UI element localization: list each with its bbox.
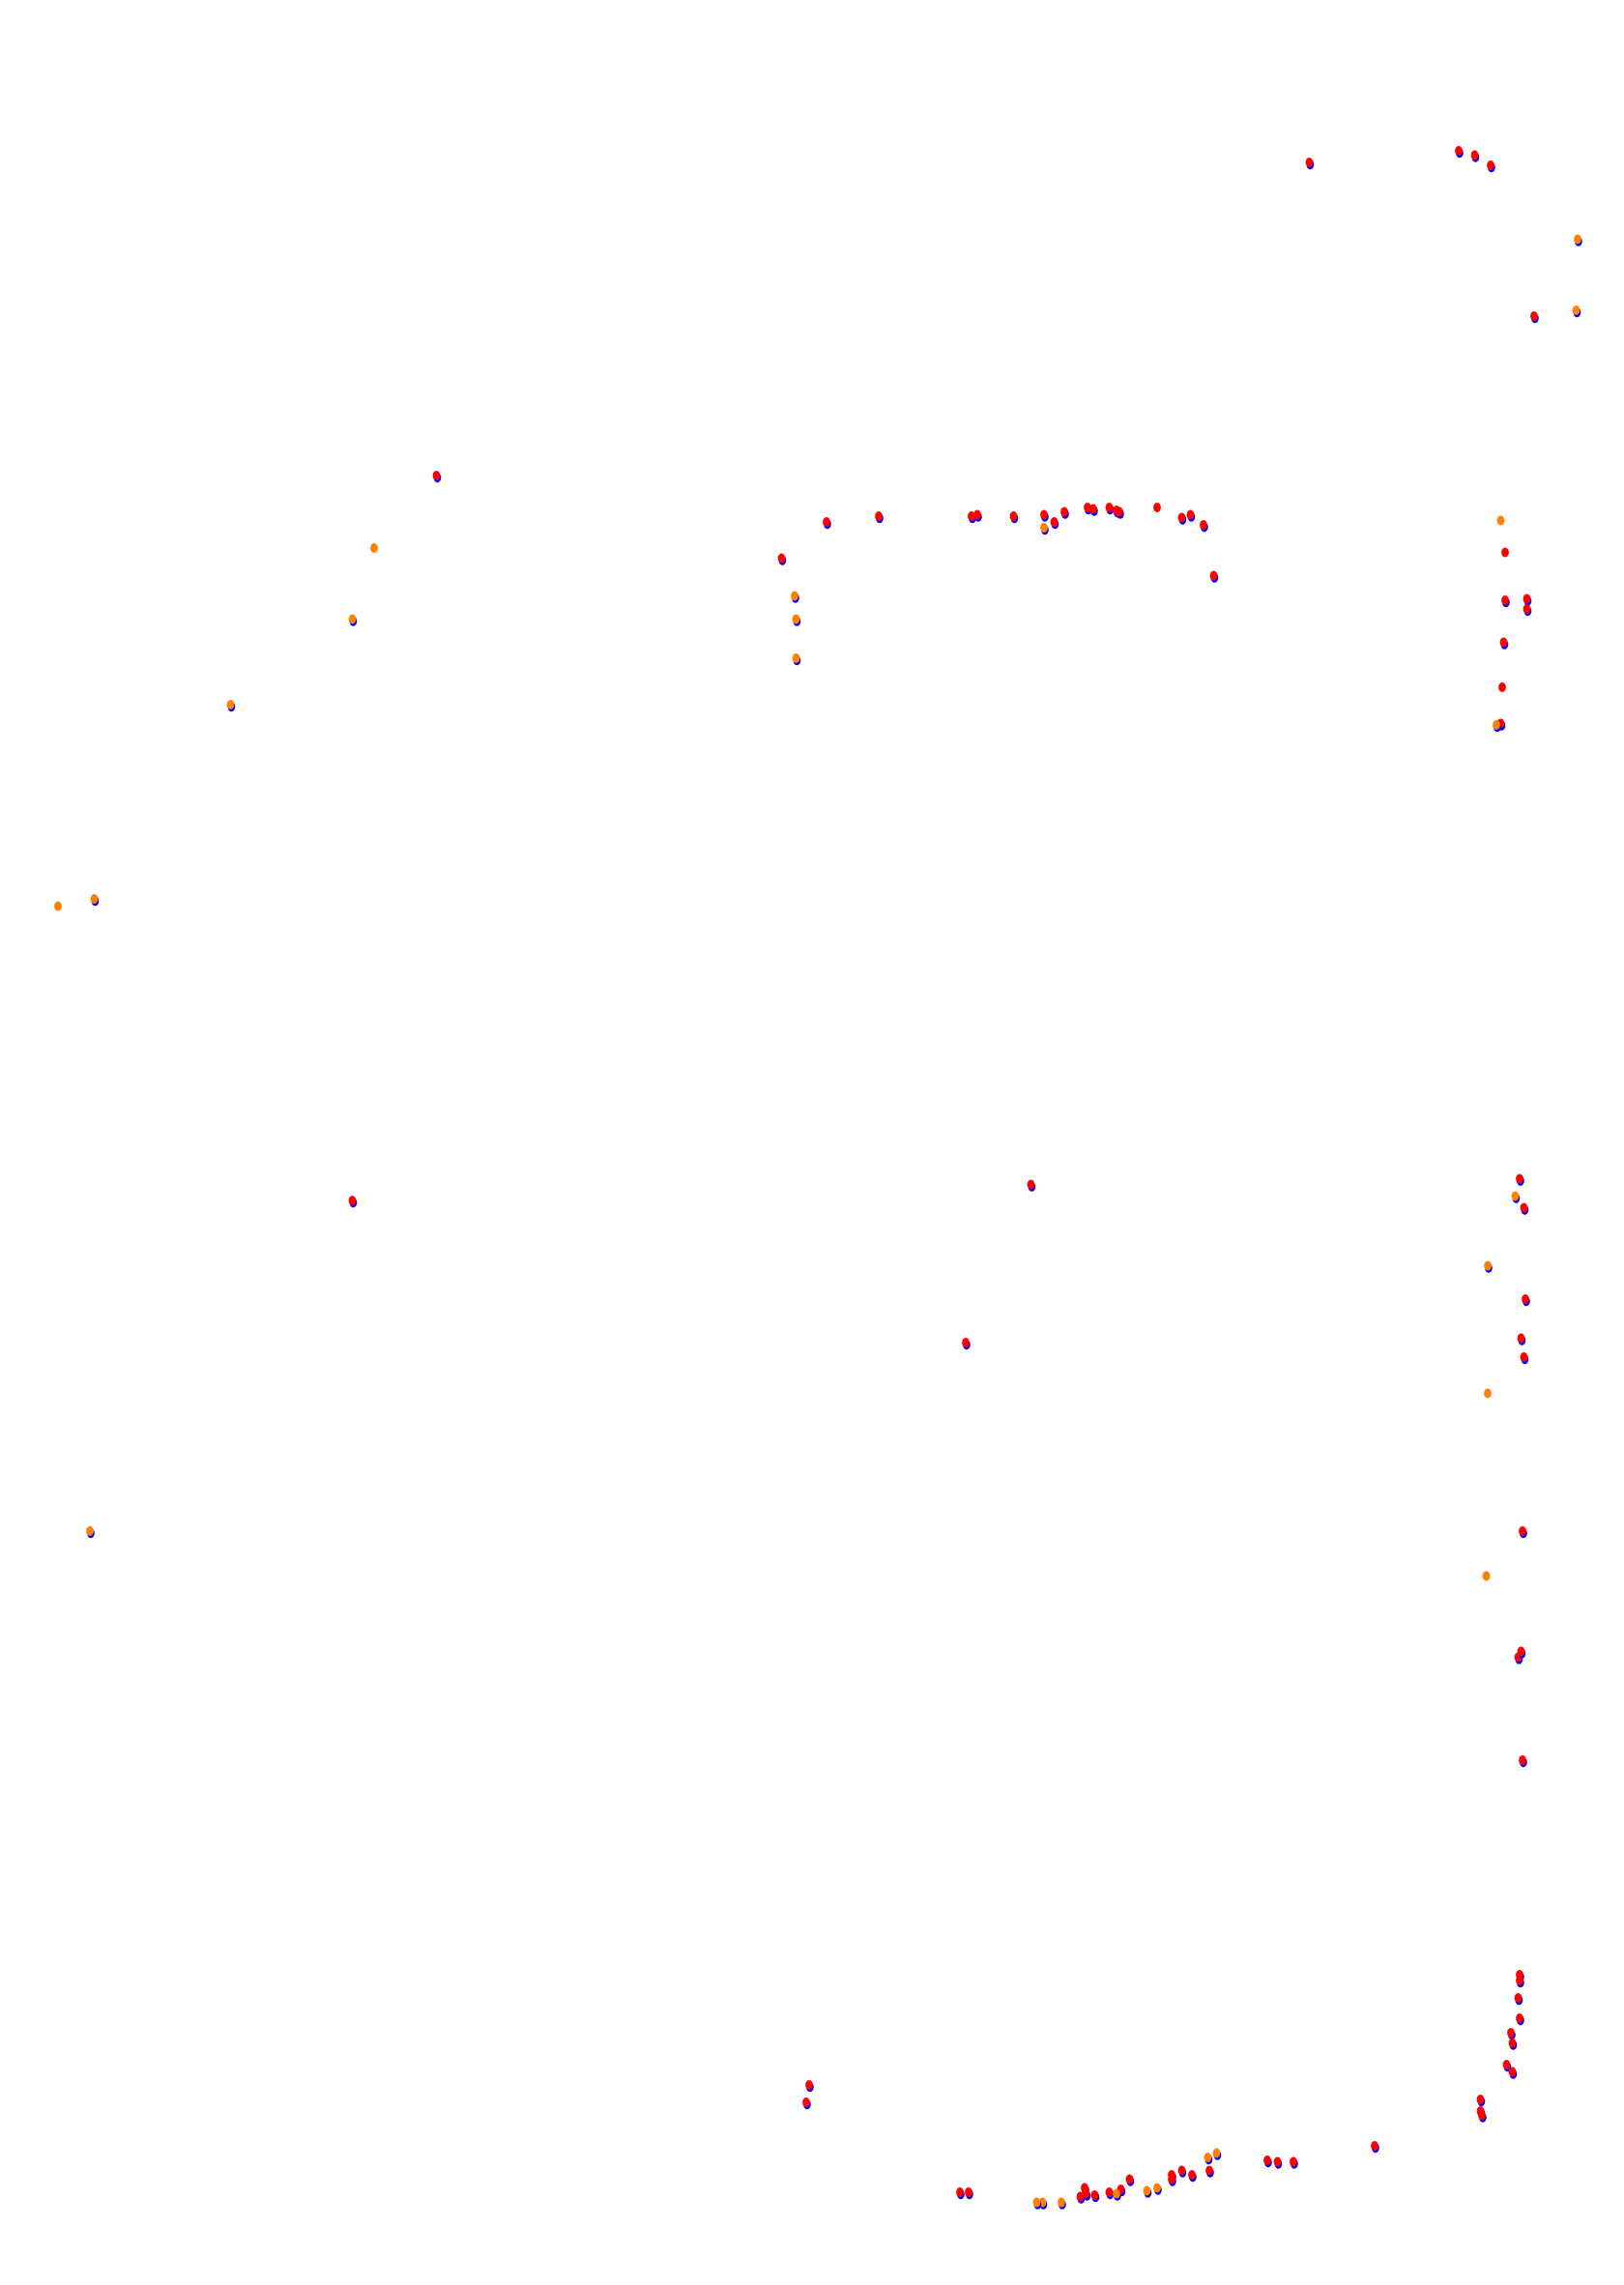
data-point-red — [1520, 1202, 1528, 1213]
data-point-red — [1105, 503, 1114, 512]
data-point-red — [1516, 2013, 1523, 2023]
data-point-red — [777, 553, 786, 564]
data-point-red — [1522, 604, 1531, 614]
series-orange — [54, 234, 1582, 2210]
data-point-red — [1519, 1526, 1526, 1536]
data-point-orange — [1204, 2153, 1212, 2162]
data-point-red — [1508, 2067, 1517, 2077]
data-point-orange — [1040, 523, 1048, 533]
data-point-orange — [54, 901, 62, 911]
data-point-red — [1273, 2156, 1282, 2167]
data-point-red — [1502, 2060, 1511, 2069]
data-point-red — [1476, 2095, 1485, 2104]
data-point-red — [1290, 2156, 1297, 2167]
data-point-red — [1084, 503, 1091, 512]
data-point-orange — [1493, 720, 1500, 730]
data-point-red — [1125, 2174, 1134, 2184]
data-point-red — [1371, 2141, 1378, 2151]
data-point-orange — [1058, 2197, 1065, 2208]
data-point-red — [1105, 2187, 1114, 2197]
data-point-red — [1508, 2038, 1517, 2048]
data-point-orange — [1032, 2197, 1041, 2208]
data-point-orange — [348, 614, 357, 624]
data-point-red — [1514, 1993, 1522, 2003]
data-point-red — [956, 2187, 964, 2197]
data-point-red — [1516, 1976, 1523, 1985]
data-point-orange — [1484, 1388, 1492, 1399]
data-point-red — [965, 2187, 972, 2197]
series-red — [348, 146, 1539, 2204]
data-point-red — [1516, 1173, 1523, 1184]
data-point-red — [1177, 512, 1186, 523]
data-point-red — [802, 2097, 810, 2107]
data-point-red — [805, 2080, 813, 2090]
data-point-red — [1205, 2165, 1213, 2176]
data-point-orange — [1511, 1191, 1520, 1201]
data-point-red — [1478, 2110, 1486, 2121]
data-point-orange — [1212, 2148, 1221, 2158]
data-point-orange — [226, 700, 235, 709]
data-point-red — [1517, 1333, 1525, 1344]
data-point-red — [1089, 504, 1097, 514]
data-point-orange — [1143, 2185, 1151, 2196]
data-point-red — [1305, 158, 1314, 167]
data-point-red — [823, 517, 830, 527]
data-point-red — [1060, 506, 1068, 517]
data-point-red — [1090, 2190, 1099, 2200]
data-point-red — [1116, 506, 1123, 517]
data-point-red — [1168, 2174, 1175, 2184]
data-point-red — [1522, 1294, 1529, 1304]
data-point-orange — [90, 894, 99, 904]
data-point-red — [1520, 1352, 1528, 1362]
data-point-red — [1499, 637, 1508, 648]
data-point-red — [1263, 2155, 1271, 2165]
data-point-red — [1177, 2165, 1186, 2176]
data-point-red — [1487, 160, 1494, 170]
data-point-orange — [791, 591, 798, 601]
data-point-red — [1009, 511, 1018, 521]
data-point-red — [1501, 595, 1509, 605]
data-point-red — [1209, 570, 1218, 581]
data-point-orange — [1153, 2183, 1161, 2193]
data-point-red — [1153, 503, 1161, 512]
data-point-orange — [86, 1526, 94, 1536]
data-point-red — [1522, 593, 1531, 604]
data-point-orange — [1574, 234, 1581, 245]
data-point-red — [1186, 509, 1195, 520]
data-point-red — [432, 471, 441, 480]
data-point-red — [1200, 520, 1207, 530]
data-point-orange — [1482, 1571, 1491, 1581]
data-point-red — [1530, 311, 1538, 321]
data-point-red — [1501, 547, 1509, 558]
data-point-red — [1517, 1646, 1525, 1657]
data-point-red — [1027, 1179, 1035, 1190]
data-point-red — [1519, 1755, 1526, 1765]
data-point-red — [1040, 509, 1048, 520]
data-point-red — [1050, 517, 1058, 527]
data-point-orange — [792, 614, 800, 624]
data-point-orange — [1572, 305, 1580, 315]
data-point-red — [348, 1196, 357, 1205]
data-point-orange — [1113, 2188, 1120, 2199]
data-point-red — [962, 1338, 970, 1347]
data-point-orange — [792, 653, 800, 663]
data-point-red — [973, 509, 981, 520]
data-point-orange — [1484, 1260, 1492, 1271]
data-point-red — [1470, 150, 1479, 160]
data-point-orange — [370, 543, 378, 553]
data-point-red — [1188, 2170, 1196, 2180]
data-point-red — [1498, 682, 1506, 692]
data-point-red — [1076, 2191, 1085, 2202]
data-point-red — [1507, 2028, 1515, 2038]
data-point-orange — [1496, 515, 1505, 526]
data-point-red — [875, 511, 883, 521]
data-point-red — [1455, 146, 1463, 156]
data-point-red — [968, 511, 975, 521]
